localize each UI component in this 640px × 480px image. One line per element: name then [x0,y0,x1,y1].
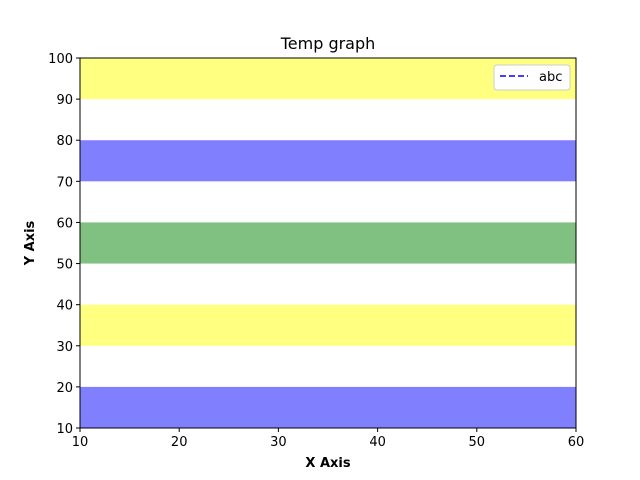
y-axis-ticks: 10 20 30 40 50 60 70 80 90 100 [48,52,80,437]
legend-box [493,64,571,91]
x-tick-label: 20 [171,435,188,450]
x-axis-ticks: 10 20 30 40 50 60 [72,428,585,450]
y-tick-label: 50 [56,258,73,273]
y-tick-label: 70 [56,175,73,190]
y-tick-label: 90 [56,93,73,108]
x-tick-label: 50 [469,435,486,450]
band-1 [80,304,576,346]
legend: abc [493,64,571,91]
band-3 [80,140,576,182]
y-tick-label: 60 [56,216,73,231]
chart-title: Temp graph [280,34,376,53]
bands-layer [80,58,576,428]
band-0 [80,386,576,428]
y-axis-label: Y Axis [23,220,38,266]
y-tick-label: 20 [56,381,73,396]
y-tick-label: 80 [56,134,73,149]
y-tick-label: 40 [56,299,73,314]
x-axis-label: X Axis [305,456,350,471]
x-tick-label: 60 [568,435,585,450]
y-tick-label: 10 [56,422,73,437]
plot-frame [79,57,577,429]
y-tick-label: 30 [56,340,73,355]
y-tick-label: 100 [48,52,73,67]
band-2 [80,222,576,264]
x-tick-label: 30 [270,435,287,450]
x-tick-label: 10 [72,435,89,450]
band-4 [80,58,576,100]
x-tick-label: 40 [369,435,386,450]
legend-label-abc: abc [539,70,562,85]
